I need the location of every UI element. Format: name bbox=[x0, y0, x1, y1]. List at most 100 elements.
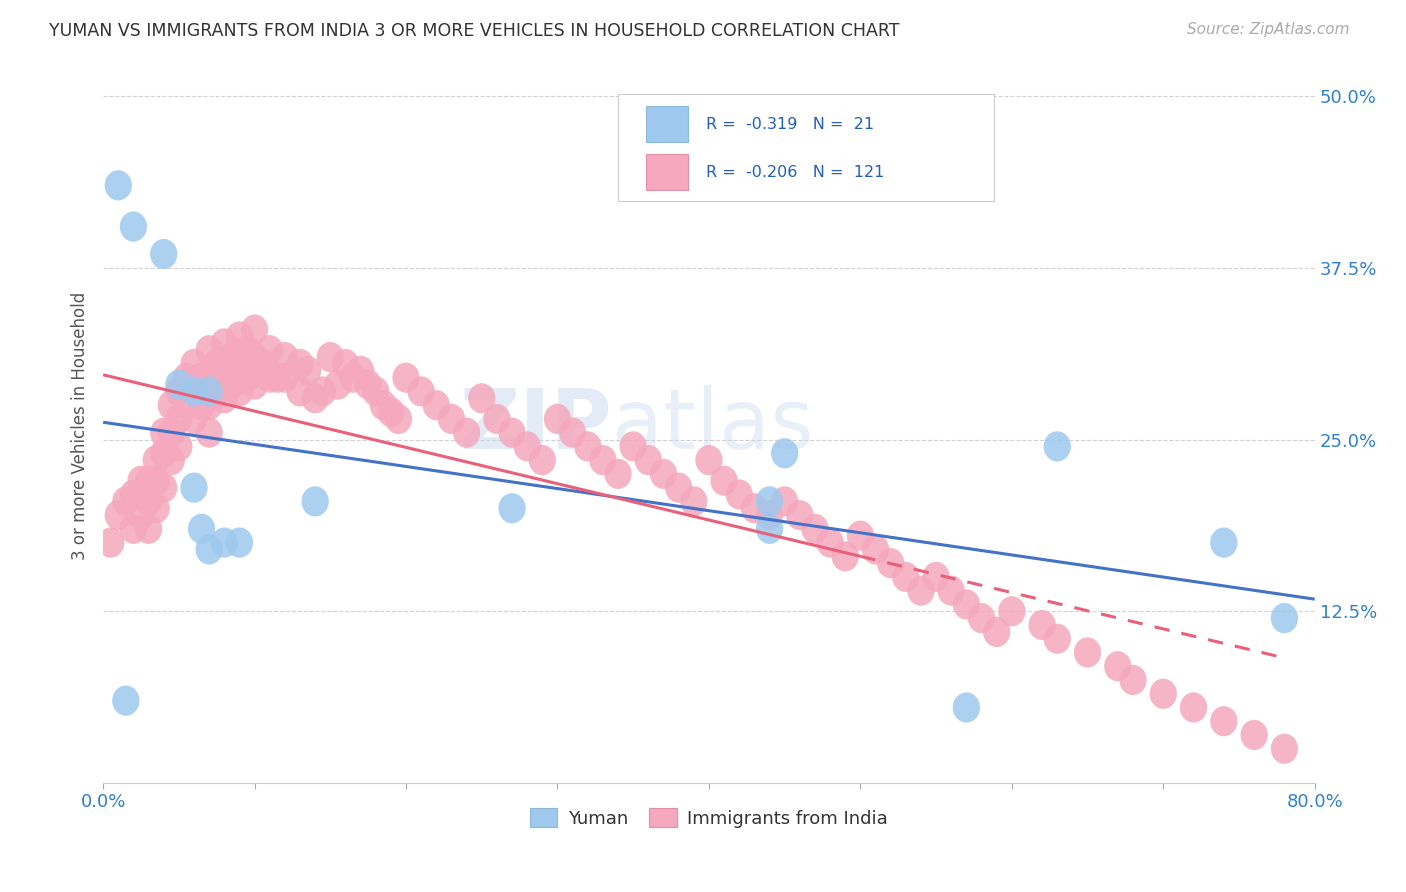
Text: atlas: atlas bbox=[612, 385, 814, 467]
Bar bbox=[645, 154, 689, 190]
Ellipse shape bbox=[226, 376, 253, 407]
Ellipse shape bbox=[756, 486, 783, 516]
Ellipse shape bbox=[180, 404, 208, 434]
Ellipse shape bbox=[166, 431, 193, 461]
Ellipse shape bbox=[97, 527, 124, 558]
Text: R =  -0.319   N =  21: R = -0.319 N = 21 bbox=[706, 117, 875, 132]
Ellipse shape bbox=[195, 417, 222, 448]
Ellipse shape bbox=[188, 362, 215, 392]
Ellipse shape bbox=[953, 590, 980, 620]
Ellipse shape bbox=[226, 527, 253, 558]
Ellipse shape bbox=[128, 466, 155, 496]
Ellipse shape bbox=[1028, 610, 1056, 640]
Ellipse shape bbox=[226, 321, 253, 351]
Ellipse shape bbox=[893, 562, 920, 592]
Ellipse shape bbox=[370, 390, 396, 420]
Ellipse shape bbox=[846, 521, 875, 551]
Ellipse shape bbox=[983, 616, 1011, 647]
Ellipse shape bbox=[862, 534, 889, 565]
Ellipse shape bbox=[233, 362, 260, 392]
Ellipse shape bbox=[135, 466, 162, 496]
Ellipse shape bbox=[907, 575, 935, 606]
Ellipse shape bbox=[226, 349, 253, 379]
Ellipse shape bbox=[157, 390, 186, 420]
Ellipse shape bbox=[195, 362, 222, 392]
Ellipse shape bbox=[240, 369, 269, 400]
Ellipse shape bbox=[180, 376, 208, 407]
Ellipse shape bbox=[741, 493, 768, 524]
Ellipse shape bbox=[560, 417, 586, 448]
Ellipse shape bbox=[240, 342, 269, 372]
Ellipse shape bbox=[157, 445, 186, 475]
Ellipse shape bbox=[301, 384, 329, 413]
Ellipse shape bbox=[142, 493, 170, 524]
Ellipse shape bbox=[1211, 706, 1237, 736]
Ellipse shape bbox=[233, 335, 260, 366]
Ellipse shape bbox=[634, 445, 662, 475]
Ellipse shape bbox=[157, 417, 186, 448]
Ellipse shape bbox=[271, 342, 298, 372]
Ellipse shape bbox=[1150, 679, 1177, 709]
Ellipse shape bbox=[166, 369, 193, 400]
Ellipse shape bbox=[953, 692, 980, 723]
Ellipse shape bbox=[211, 384, 238, 413]
Ellipse shape bbox=[120, 479, 148, 509]
Ellipse shape bbox=[256, 362, 284, 392]
Ellipse shape bbox=[756, 514, 783, 544]
Ellipse shape bbox=[1240, 720, 1268, 750]
Ellipse shape bbox=[166, 404, 193, 434]
Ellipse shape bbox=[173, 390, 200, 420]
Ellipse shape bbox=[112, 486, 139, 516]
Ellipse shape bbox=[408, 376, 434, 407]
Ellipse shape bbox=[453, 417, 481, 448]
Ellipse shape bbox=[195, 376, 222, 407]
Ellipse shape bbox=[104, 170, 132, 201]
Ellipse shape bbox=[249, 349, 276, 379]
Text: ZIP: ZIP bbox=[460, 385, 612, 467]
Ellipse shape bbox=[801, 514, 828, 544]
Ellipse shape bbox=[967, 603, 995, 633]
Ellipse shape bbox=[264, 362, 291, 392]
Ellipse shape bbox=[529, 445, 555, 475]
Ellipse shape bbox=[120, 514, 148, 544]
Ellipse shape bbox=[142, 466, 170, 496]
Text: R =  -0.206   N =  121: R = -0.206 N = 121 bbox=[706, 165, 884, 179]
Ellipse shape bbox=[218, 369, 246, 400]
Ellipse shape bbox=[188, 390, 215, 420]
Ellipse shape bbox=[354, 369, 382, 400]
Ellipse shape bbox=[1104, 651, 1132, 681]
Ellipse shape bbox=[287, 349, 314, 379]
Ellipse shape bbox=[1043, 624, 1071, 654]
Ellipse shape bbox=[831, 541, 859, 572]
Ellipse shape bbox=[484, 404, 510, 434]
Ellipse shape bbox=[256, 335, 284, 366]
Ellipse shape bbox=[1211, 527, 1237, 558]
Ellipse shape bbox=[180, 473, 208, 503]
Ellipse shape bbox=[620, 431, 647, 461]
Ellipse shape bbox=[211, 328, 238, 359]
Ellipse shape bbox=[756, 500, 783, 530]
Ellipse shape bbox=[142, 445, 170, 475]
Ellipse shape bbox=[770, 438, 799, 468]
Ellipse shape bbox=[325, 369, 352, 400]
Ellipse shape bbox=[339, 362, 367, 392]
Ellipse shape bbox=[294, 356, 321, 386]
Ellipse shape bbox=[135, 514, 162, 544]
FancyBboxPatch shape bbox=[619, 94, 994, 201]
Ellipse shape bbox=[347, 356, 374, 386]
Ellipse shape bbox=[1074, 638, 1101, 667]
Ellipse shape bbox=[544, 404, 571, 434]
Ellipse shape bbox=[287, 376, 314, 407]
Legend: Yuman, Immigrants from India: Yuman, Immigrants from India bbox=[523, 801, 896, 835]
Ellipse shape bbox=[173, 362, 200, 392]
Ellipse shape bbox=[150, 239, 177, 269]
Ellipse shape bbox=[202, 349, 231, 379]
Bar bbox=[645, 106, 689, 142]
Text: Source: ZipAtlas.com: Source: ZipAtlas.com bbox=[1187, 22, 1350, 37]
Ellipse shape bbox=[188, 514, 215, 544]
Ellipse shape bbox=[589, 445, 617, 475]
Ellipse shape bbox=[786, 500, 814, 530]
Ellipse shape bbox=[437, 404, 465, 434]
Ellipse shape bbox=[128, 500, 155, 530]
Ellipse shape bbox=[392, 362, 419, 392]
